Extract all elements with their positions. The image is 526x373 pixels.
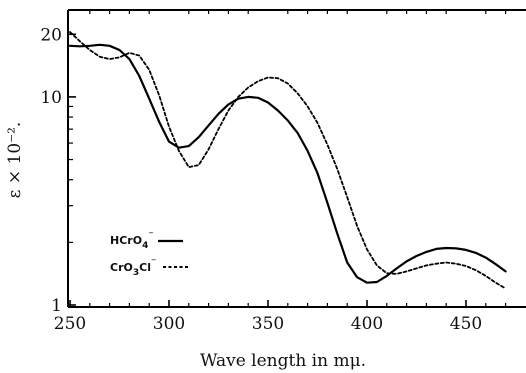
legend-label-cro3cl-text: CrO	[110, 261, 133, 274]
x-tick-label-400: 400	[351, 314, 383, 334]
x-tick-label-300: 300	[153, 314, 185, 334]
y-tick-label-20: 20	[40, 25, 62, 45]
y-tick-label-1: 1	[51, 296, 62, 316]
legend-label-cro3cl-sub: 3	[133, 268, 139, 278]
legend-label-cro3cl-sup: ⁻	[151, 257, 156, 268]
legend-label-hcro4-sup: ⁻	[148, 230, 153, 241]
x-tick-label-350: 350	[252, 314, 284, 334]
x-axis-label: Wave length in mμ.	[200, 351, 366, 371]
x-axis-ticks: 250 300 350 400 450	[54, 10, 507, 334]
legend: HCrO4⁻ CrO3Cl⁻	[110, 230, 190, 278]
y-axis-ticks: 1 10 20	[40, 25, 76, 316]
legend-label-cro3cl-rest: Cl	[139, 261, 151, 274]
legend-label-cro3cl: CrO3Cl⁻	[110, 257, 156, 278]
x-tick-label-250: 250	[54, 314, 86, 334]
series-layer	[68, 31, 507, 290]
legend-label-hcro4-text: HCrO	[110, 234, 142, 247]
series-line-cro3cl	[69, 31, 507, 290]
y-axis-label: ε × 10⁻².	[5, 122, 25, 199]
legend-label-hcro4-sub: 4	[142, 241, 148, 251]
series-line-hcro4	[68, 43, 507, 284]
plot-frame	[67, 9, 526, 308]
x-tick-label-450: 450	[450, 314, 482, 334]
legend-label-hcro4: HCrO4⁻	[110, 230, 154, 251]
y-tick-label-10: 10	[40, 88, 62, 108]
